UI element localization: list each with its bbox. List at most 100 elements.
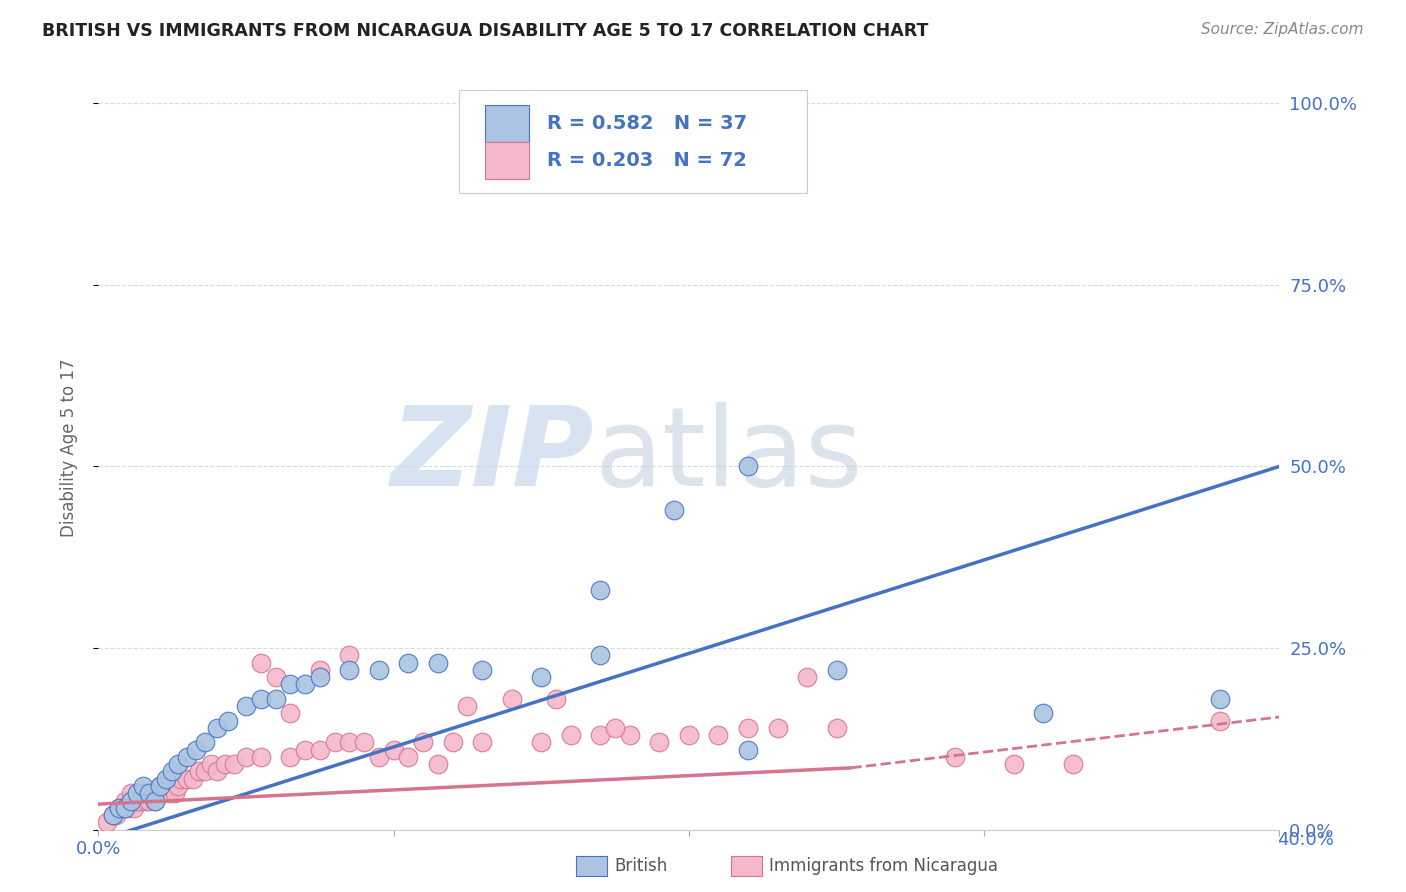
Point <box>323 735 346 749</box>
Point <box>132 779 155 793</box>
Point <box>200 757 222 772</box>
Point <box>368 750 391 764</box>
Point <box>589 582 612 597</box>
Point <box>678 728 700 742</box>
Text: Source: ZipAtlas.com: Source: ZipAtlas.com <box>1201 22 1364 37</box>
Point <box>205 721 228 735</box>
Point <box>250 750 273 764</box>
Point <box>128 793 150 807</box>
Point <box>146 786 169 800</box>
Point <box>471 663 494 677</box>
Text: R = 0.582   N = 37: R = 0.582 N = 37 <box>547 114 748 133</box>
Point <box>309 742 332 756</box>
Point <box>224 757 246 772</box>
Point <box>217 714 239 728</box>
Point <box>187 764 209 779</box>
Point <box>162 764 183 779</box>
Point <box>368 663 391 677</box>
Point <box>108 801 131 815</box>
Point <box>103 808 125 822</box>
Point <box>943 750 966 764</box>
FancyBboxPatch shape <box>458 90 807 193</box>
Point <box>427 656 450 670</box>
Point <box>309 670 332 684</box>
Point <box>339 735 361 749</box>
Point <box>155 779 177 793</box>
Point <box>309 663 332 677</box>
Point <box>135 793 157 807</box>
Point <box>120 786 142 800</box>
Point <box>250 656 273 670</box>
Point <box>184 742 207 756</box>
Point <box>194 735 217 749</box>
Point <box>825 721 848 735</box>
Point <box>501 691 523 706</box>
Point <box>157 786 180 800</box>
Point <box>120 793 142 807</box>
Text: Immigrants from Nicaragua: Immigrants from Nicaragua <box>769 857 998 875</box>
Point <box>264 691 287 706</box>
Point <box>111 801 134 815</box>
Point <box>294 677 316 691</box>
Text: atlas: atlas <box>595 402 863 509</box>
Point <box>149 779 172 793</box>
Text: 40.0%: 40.0% <box>1277 831 1333 849</box>
Point <box>1209 691 1232 706</box>
Point <box>471 735 494 749</box>
Point <box>114 793 136 807</box>
Point <box>648 735 671 749</box>
Point <box>1062 757 1084 772</box>
Point <box>766 721 789 735</box>
Point <box>105 808 128 822</box>
Point <box>1002 757 1025 772</box>
Point <box>143 793 166 807</box>
Point <box>114 801 136 815</box>
Point <box>664 503 686 517</box>
Point <box>619 728 641 742</box>
Text: BRITISH VS IMMIGRANTS FROM NICARAGUA DISABILITY AGE 5 TO 17 CORRELATION CHART: BRITISH VS IMMIGRANTS FROM NICARAGUA DIS… <box>42 22 928 40</box>
Point <box>167 757 190 772</box>
Point <box>382 742 405 756</box>
Point <box>1209 714 1232 728</box>
Point <box>796 670 818 684</box>
Point <box>181 772 204 786</box>
Point <box>167 779 190 793</box>
Point <box>143 793 166 807</box>
Point <box>294 742 316 756</box>
Point <box>96 815 118 830</box>
Point <box>165 786 187 800</box>
Point <box>176 750 198 764</box>
Text: ZIP: ZIP <box>391 402 595 509</box>
Point <box>441 735 464 749</box>
Point <box>353 735 375 749</box>
Point <box>339 648 361 663</box>
Point <box>412 735 434 749</box>
Point <box>235 750 257 764</box>
Point <box>398 750 420 764</box>
Point <box>250 691 273 706</box>
Point <box>707 728 730 742</box>
Point <box>737 721 759 735</box>
Point <box>605 721 627 735</box>
Point <box>138 793 160 807</box>
Point <box>152 786 174 800</box>
Point <box>560 728 582 742</box>
Point <box>457 699 479 714</box>
Point <box>427 757 450 772</box>
Point <box>825 663 848 677</box>
Point <box>589 728 612 742</box>
Point <box>141 786 163 800</box>
Point <box>122 801 145 815</box>
Point <box>589 648 612 663</box>
Point <box>138 786 160 800</box>
FancyBboxPatch shape <box>485 143 530 179</box>
Point <box>162 779 183 793</box>
Text: British: British <box>614 857 668 875</box>
Point <box>103 808 125 822</box>
Point <box>125 786 148 800</box>
Text: R = 0.203   N = 72: R = 0.203 N = 72 <box>547 152 747 170</box>
Point <box>235 699 257 714</box>
Point <box>264 670 287 684</box>
Point <box>530 670 553 684</box>
FancyBboxPatch shape <box>485 105 530 142</box>
